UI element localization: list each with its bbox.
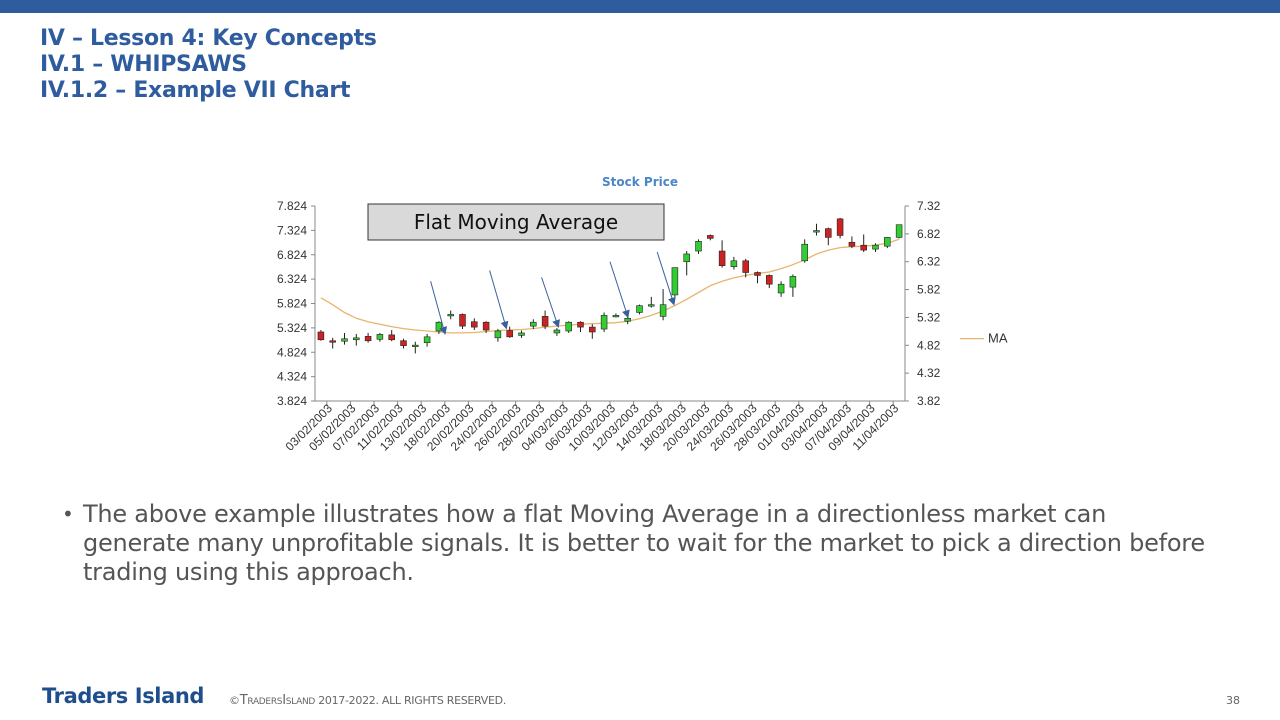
candle-down xyxy=(317,331,325,341)
candle-up xyxy=(624,318,631,322)
y-right-tick-label: 5.82 xyxy=(917,283,941,297)
whipsaw-arrow xyxy=(430,281,448,335)
candle-up xyxy=(494,330,502,339)
y-left-tick-label: 5.824 xyxy=(277,297,307,311)
candle-up xyxy=(813,230,820,233)
y-left-tick-label: 6.324 xyxy=(277,272,307,286)
candle-up xyxy=(612,315,620,318)
candle-up xyxy=(671,267,679,296)
whipsaw-arrow xyxy=(489,270,509,330)
moving-average-line xyxy=(320,238,900,334)
candle-up xyxy=(412,344,419,347)
y-left-tick-label: 4.324 xyxy=(277,370,307,384)
slide-title-block: IV – Lesson 4: Key Concepts IV.1 – WHIPS… xyxy=(40,26,377,104)
candle-up xyxy=(553,329,561,334)
candle-down xyxy=(364,336,372,342)
bullet-marker: • xyxy=(62,502,74,526)
y-right-tick-label: 4.32 xyxy=(917,366,941,380)
candle-down xyxy=(329,340,336,343)
top-accent-bar xyxy=(0,0,1280,13)
candle-up xyxy=(600,315,608,330)
whipsaw-arrow xyxy=(541,277,560,329)
copyright-rest: 2017-2022. ALL RIGHTS RESERVED. xyxy=(315,694,507,707)
copyright-t: T xyxy=(239,693,248,708)
y-right-tick-label: 3.82 xyxy=(917,394,941,408)
explanation-bullet: • The above example illustrates how a fl… xyxy=(62,500,1212,587)
copyright-notice: ©TRADERSISLAND 2017-2022. ALL RIGHTS RES… xyxy=(229,693,506,708)
candle-down xyxy=(459,314,466,327)
candle-down xyxy=(718,250,726,266)
page-number: 38 xyxy=(1226,694,1240,707)
copyright-sland: SLAND xyxy=(285,697,316,707)
candle-down xyxy=(707,235,714,239)
slide-title-line-1: IV – Lesson 4: Key Concepts xyxy=(40,26,377,51)
candle-down xyxy=(742,260,749,273)
annotation-box xyxy=(367,203,665,241)
y-left-tick-label: 6.824 xyxy=(277,248,307,262)
candle-up xyxy=(447,314,454,317)
legend-ma-label: MA xyxy=(988,331,1008,346)
candle-down xyxy=(482,321,490,331)
stock-price-chart: 7.8247.3246.8246.3245.8245.3244.8244.324… xyxy=(277,199,1008,454)
candle-up xyxy=(695,240,702,252)
y-right-tick-label: 6.82 xyxy=(917,227,941,241)
candle-down xyxy=(541,316,549,327)
whipsaw-arrow xyxy=(609,261,630,319)
bullet-text: The above example illustrates how a flat… xyxy=(83,500,1205,586)
candle-up xyxy=(777,283,785,294)
candle-up xyxy=(435,321,443,332)
candle-up xyxy=(565,321,572,332)
candle-up xyxy=(376,334,384,340)
candle-down xyxy=(860,244,867,251)
candle-down xyxy=(754,272,761,276)
candle-up xyxy=(341,338,348,342)
y-left-tick-label: 7.324 xyxy=(277,223,307,237)
candle-down xyxy=(825,228,832,238)
candle-up xyxy=(895,224,903,238)
candle-up xyxy=(683,253,690,263)
candle-down xyxy=(589,326,596,333)
candle-down xyxy=(848,241,856,247)
candle-down xyxy=(506,330,513,338)
y-right-tick-label: 4.82 xyxy=(917,338,941,352)
candle-up xyxy=(636,305,643,313)
y-right-tick-label: 6.32 xyxy=(917,255,941,269)
candle-up xyxy=(530,321,537,327)
candle-up xyxy=(872,244,879,250)
copyright-symbol: © xyxy=(229,694,240,707)
candle-up xyxy=(648,304,655,307)
candle-up xyxy=(884,237,891,247)
candle-up xyxy=(730,260,738,267)
y-left-tick-label: 7.824 xyxy=(277,199,307,213)
annotation-label: Flat Moving Average xyxy=(414,210,618,234)
candle-up xyxy=(353,337,360,341)
y-right-tick-label: 5.32 xyxy=(917,310,941,324)
candle-down xyxy=(836,218,844,236)
candle-down xyxy=(766,275,773,285)
candle-down xyxy=(577,321,584,328)
candle-up xyxy=(659,304,667,317)
chart-title: Stock Price xyxy=(602,175,678,189)
copyright-raders: RADERS xyxy=(247,697,283,707)
slide-title-line-2: IV.1 – WHIPSAWS xyxy=(40,52,247,77)
candle-down xyxy=(400,340,407,346)
candle-up xyxy=(423,336,431,343)
y-left-tick-label: 3.824 xyxy=(277,394,307,408)
slide-title-line-3: IV.1.2 – Example VII Chart xyxy=(40,78,351,103)
candle-down xyxy=(388,334,395,341)
y-left-tick-label: 5.324 xyxy=(277,321,307,335)
candle-up xyxy=(789,276,797,288)
y-right-tick-label: 7.32 xyxy=(917,199,941,213)
candle-down xyxy=(471,321,478,328)
candle-up xyxy=(801,243,808,262)
y-left-tick-label: 4.824 xyxy=(277,345,307,359)
copyright-i: I xyxy=(282,693,286,708)
whipsaw-arrow xyxy=(656,251,676,306)
traders-island-logo: Traders Island xyxy=(42,684,205,708)
candle-up xyxy=(518,332,525,336)
